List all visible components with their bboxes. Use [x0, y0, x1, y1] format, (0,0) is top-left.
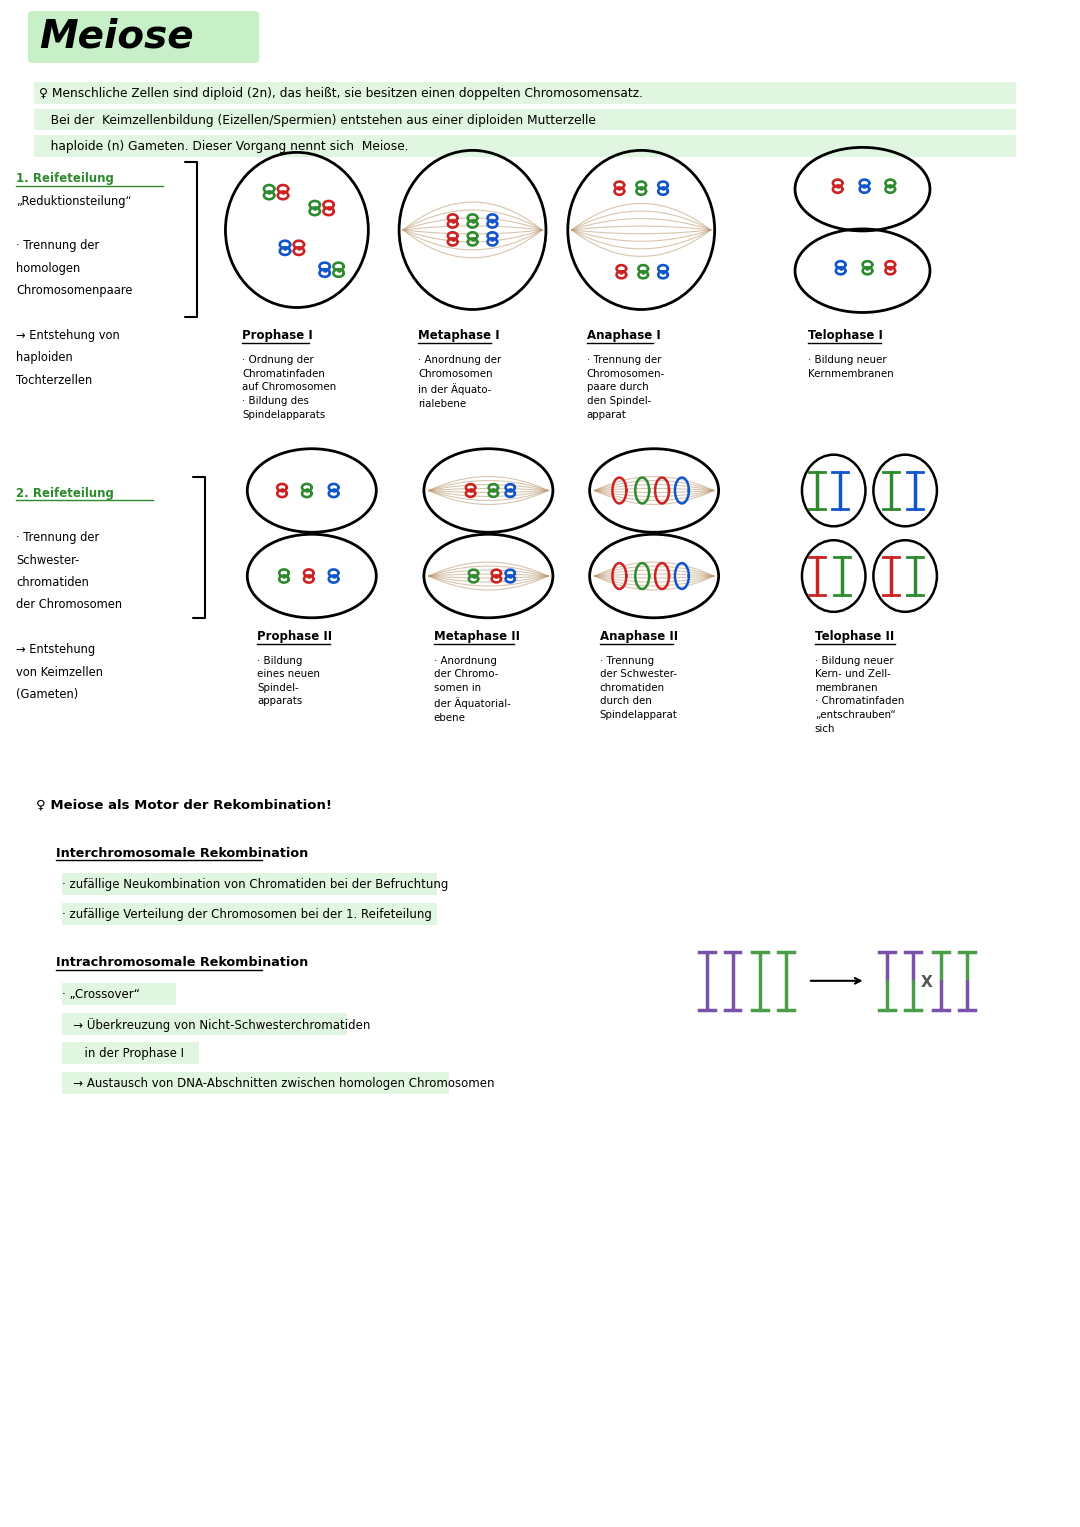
Text: Metaphase I: Metaphase I: [418, 330, 500, 342]
Text: 2. Reifeteilung: 2. Reifeteilung: [16, 487, 114, 499]
Text: Prophase I: Prophase I: [242, 330, 313, 342]
Text: homologen: homologen: [16, 261, 80, 275]
Text: haploide (n) Gameten. Dieser Vorgang nennt sich  Meiose.: haploide (n) Gameten. Dieser Vorgang nen…: [39, 140, 408, 153]
Text: · Trennung der
Chromosomen-
paare durch
den Spindel-
apparat: · Trennung der Chromosomen- paare durch …: [586, 356, 665, 420]
Text: von Keimzellen: von Keimzellen: [16, 666, 103, 678]
Text: 1. Reifeteilung: 1. Reifeteilung: [16, 173, 114, 185]
Text: ♀ Meiose als Motor der Rekombination!: ♀ Meiose als Motor der Rekombination!: [36, 799, 332, 812]
Bar: [33, 108, 1016, 130]
Text: der Chromosomen: der Chromosomen: [16, 599, 122, 611]
Bar: [62, 1072, 448, 1095]
Text: (Gameten): (Gameten): [16, 689, 79, 701]
Text: → Entstehung von: → Entstehung von: [16, 328, 120, 342]
Text: → Entstehung: → Entstehung: [16, 643, 95, 657]
Text: Schwester-: Schwester-: [16, 554, 79, 567]
Text: → Überkreuzung von Nicht-Schwesterchromatiden: → Überkreuzung von Nicht-Schwesterchroma…: [62, 1017, 370, 1032]
Bar: [62, 1012, 348, 1034]
Bar: [62, 983, 176, 1005]
FancyBboxPatch shape: [28, 11, 259, 63]
Text: Interchromosomale Rekombination: Interchromosomale Rekombination: [56, 846, 308, 860]
Text: · Anordnung der
Chromosomen
in der Äquato-
rialebene: · Anordnung der Chromosomen in der Äquat…: [418, 356, 501, 409]
Text: · zufällige Neukombination von Chromatiden bei der Befruchtung: · zufällige Neukombination von Chromatid…: [62, 878, 448, 892]
Text: · Trennung der: · Trennung der: [16, 240, 99, 252]
Bar: [33, 136, 1016, 157]
Text: · Bildung
eines neuen
Spindel-
apparats: · Bildung eines neuen Spindel- apparats: [257, 655, 320, 707]
Text: Bei der  Keimzellenbildung (Eizellen/Spermien) entstehen aus einer diploiden Mut: Bei der Keimzellenbildung (Eizellen/Sper…: [39, 113, 596, 127]
Text: Anaphase II: Anaphase II: [599, 629, 677, 643]
Text: Metaphase II: Metaphase II: [434, 629, 519, 643]
Text: Prophase II: Prophase II: [257, 629, 333, 643]
Text: Anaphase I: Anaphase I: [586, 330, 660, 342]
Text: · Anordnung
der Chromo-
somen in
der Äquatorial-
ebene: · Anordnung der Chromo- somen in der Äqu…: [434, 655, 511, 722]
Bar: [62, 1043, 199, 1064]
Text: · Bildung neuer
Kernmembranen: · Bildung neuer Kernmembranen: [808, 356, 893, 379]
Text: in der Prophase I: in der Prophase I: [62, 1048, 184, 1060]
Text: → Austausch von DNA-Abschnitten zwischen homologen Chromosomen: → Austausch von DNA-Abschnitten zwischen…: [62, 1077, 495, 1090]
Text: · Ordnung der
Chromatinfaden
auf Chromosomen
· Bildung des
Spindelapparats: · Ordnung der Chromatinfaden auf Chromos…: [242, 356, 337, 420]
Text: „Reduktionsteilung“: „Reduktionsteilung“: [16, 194, 132, 208]
Text: X: X: [921, 976, 933, 991]
Text: Chromosomenpaare: Chromosomenpaare: [16, 284, 133, 298]
Bar: [62, 904, 437, 925]
Text: · Trennung der: · Trennung der: [16, 531, 99, 544]
Text: · Bildung neuer
Kern- und Zell-
membranen
· Chromatinfaden
„entschrauben“
sich: · Bildung neuer Kern- und Zell- membrane…: [815, 655, 904, 733]
Text: Intrachromosomale Rekombination: Intrachromosomale Rekombination: [56, 956, 308, 970]
Text: Tochterzellen: Tochterzellen: [16, 374, 92, 386]
Bar: [33, 82, 1016, 104]
Text: · Trennung
der Schwester-
chromatiden
durch den
Spindelapparat: · Trennung der Schwester- chromatiden du…: [599, 655, 677, 721]
Text: Telophase I: Telophase I: [808, 330, 882, 342]
Text: ♀ Menschliche Zellen sind diploid (2n), das heißt, sie besitzen einen doppelten : ♀ Menschliche Zellen sind diploid (2n), …: [39, 87, 643, 99]
Text: · „Crossover“: · „Crossover“: [62, 988, 139, 1000]
Text: chromatiden: chromatiden: [16, 576, 89, 589]
Bar: [62, 873, 437, 895]
Text: Meiose: Meiose: [39, 18, 193, 56]
Text: · zufällige Verteilung der Chromosomen bei der 1. Reifeteilung: · zufällige Verteilung der Chromosomen b…: [62, 909, 432, 921]
Text: Telophase II: Telophase II: [815, 629, 894, 643]
Text: haploiden: haploiden: [16, 351, 72, 365]
